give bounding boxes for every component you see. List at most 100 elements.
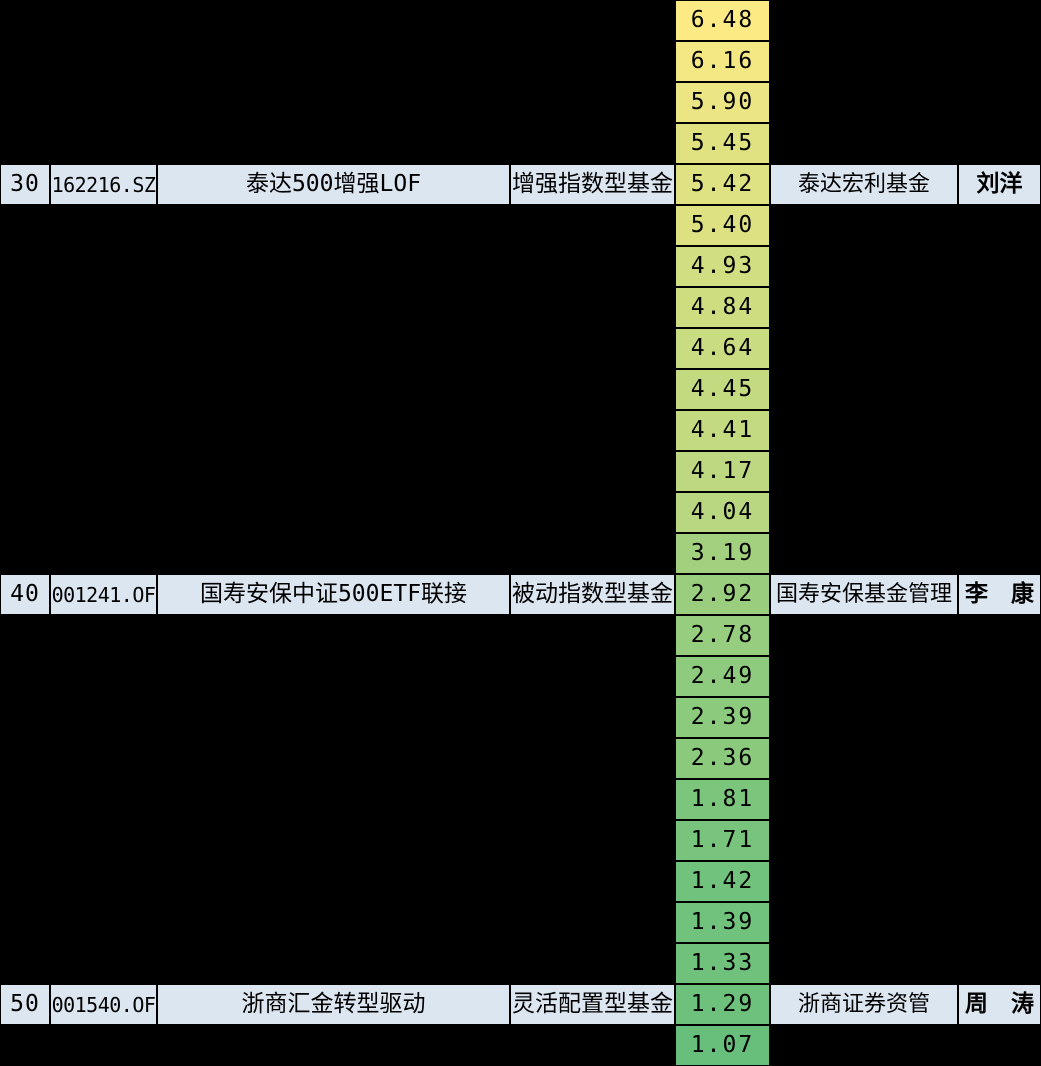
empty-cell bbox=[770, 615, 958, 656]
fund-name-cell[interactable]: 国寿安保中证500ETF联接 bbox=[157, 574, 510, 615]
empty-cell bbox=[0, 0, 50, 41]
empty-cell bbox=[157, 246, 510, 287]
empty-cell bbox=[50, 451, 157, 492]
empty-cell bbox=[770, 41, 958, 82]
value-cell[interactable]: 6.48 bbox=[675, 0, 770, 41]
empty-cell bbox=[157, 902, 510, 943]
fund-company-cell[interactable]: 国寿安保基金管理 bbox=[770, 574, 958, 615]
empty-cell bbox=[770, 656, 958, 697]
empty-cell bbox=[510, 738, 675, 779]
fund-type-cell[interactable]: 增强指数型基金 bbox=[510, 164, 675, 205]
empty-cell bbox=[770, 697, 958, 738]
empty-cell bbox=[50, 615, 157, 656]
value-cell[interactable]: 2.78 bbox=[675, 615, 770, 656]
value-cell[interactable]: 1.81 bbox=[675, 779, 770, 820]
empty-cell bbox=[50, 738, 157, 779]
fund-type-cell[interactable]: 被动指数型基金 bbox=[510, 574, 675, 615]
value-cell[interactable]: 1.39 bbox=[675, 902, 770, 943]
value-cell[interactable]: 4.84 bbox=[675, 287, 770, 328]
empty-cell bbox=[770, 533, 958, 574]
empty-cell bbox=[157, 656, 510, 697]
empty-cell bbox=[770, 779, 958, 820]
value-cell[interactable]: 5.45 bbox=[675, 123, 770, 164]
empty-cell bbox=[770, 123, 958, 164]
value-cell[interactable]: 2.92 bbox=[675, 574, 770, 615]
empty-cell bbox=[157, 287, 510, 328]
fund-code-cell[interactable]: 001540.OF bbox=[50, 984, 157, 1025]
empty-cell bbox=[510, 656, 675, 697]
fund-company-cell[interactable]: 泰达宏利基金 bbox=[770, 164, 958, 205]
empty-cell bbox=[157, 738, 510, 779]
value-cell[interactable]: 1.71 bbox=[675, 820, 770, 861]
value-cell[interactable]: 4.64 bbox=[675, 328, 770, 369]
empty-cell bbox=[157, 779, 510, 820]
empty-cell bbox=[510, 943, 675, 984]
empty-cell bbox=[510, 697, 675, 738]
value-cell[interactable]: 5.90 bbox=[675, 82, 770, 123]
empty-cell bbox=[0, 82, 50, 123]
empty-cell bbox=[958, 779, 1041, 820]
value-cell[interactable]: 5.42 bbox=[675, 164, 770, 205]
value-cell[interactable]: 1.33 bbox=[675, 943, 770, 984]
value-cell[interactable]: 2.49 bbox=[675, 656, 770, 697]
empty-cell bbox=[50, 697, 157, 738]
empty-cell bbox=[770, 943, 958, 984]
empty-cell bbox=[0, 328, 50, 369]
value-cell[interactable]: 6.16 bbox=[675, 41, 770, 82]
fund-code-cell[interactable]: 001241.OF bbox=[50, 574, 157, 615]
empty-cell bbox=[50, 902, 157, 943]
empty-cell bbox=[770, 287, 958, 328]
empty-cell bbox=[770, 328, 958, 369]
value-cell[interactable]: 2.36 bbox=[675, 738, 770, 779]
rank-cell[interactable]: 30 bbox=[0, 164, 50, 205]
empty-cell bbox=[50, 123, 157, 164]
value-cell[interactable]: 5.40 bbox=[675, 205, 770, 246]
empty-cell bbox=[958, 410, 1041, 451]
empty-cell bbox=[0, 943, 50, 984]
empty-cell bbox=[0, 123, 50, 164]
empty-cell bbox=[510, 1025, 675, 1066]
empty-cell bbox=[958, 451, 1041, 492]
empty-cell bbox=[0, 902, 50, 943]
empty-cell bbox=[157, 82, 510, 123]
fund-company-cell[interactable]: 浙商证券资管 bbox=[770, 984, 958, 1025]
empty-cell bbox=[0, 697, 50, 738]
rank-cell[interactable]: 40 bbox=[0, 574, 50, 615]
empty-cell bbox=[510, 287, 675, 328]
fund-type-cell[interactable]: 灵活配置型基金 bbox=[510, 984, 675, 1025]
value-cell[interactable]: 4.93 bbox=[675, 246, 770, 287]
value-cell[interactable]: 1.07 bbox=[675, 1025, 770, 1066]
empty-cell bbox=[958, 287, 1041, 328]
value-cell[interactable]: 2.39 bbox=[675, 697, 770, 738]
value-cell[interactable]: 1.29 bbox=[675, 984, 770, 1025]
empty-cell bbox=[50, 246, 157, 287]
fund-name-cell[interactable]: 浙商汇金转型驱动 bbox=[157, 984, 510, 1025]
value-cell[interactable]: 4.45 bbox=[675, 369, 770, 410]
empty-cell bbox=[50, 861, 157, 902]
rank-cell[interactable]: 50 bbox=[0, 984, 50, 1025]
empty-cell bbox=[510, 82, 675, 123]
empty-cell bbox=[50, 492, 157, 533]
fund-code-cell[interactable]: 162216.SZ bbox=[50, 164, 157, 205]
empty-cell bbox=[770, 205, 958, 246]
empty-cell bbox=[958, 1025, 1041, 1066]
fund-manager-cell[interactable]: 周 涛 bbox=[958, 984, 1041, 1025]
empty-cell bbox=[510, 123, 675, 164]
value-cell[interactable]: 4.04 bbox=[675, 492, 770, 533]
empty-cell bbox=[770, 369, 958, 410]
value-cell[interactable]: 3.19 bbox=[675, 533, 770, 574]
value-cell[interactable]: 4.17 bbox=[675, 451, 770, 492]
fund-manager-cell[interactable]: 李 康 bbox=[958, 574, 1041, 615]
empty-cell bbox=[157, 0, 510, 41]
empty-cell bbox=[958, 492, 1041, 533]
empty-cell bbox=[958, 820, 1041, 861]
empty-cell bbox=[157, 615, 510, 656]
empty-cell bbox=[510, 492, 675, 533]
value-cell[interactable]: 1.42 bbox=[675, 861, 770, 902]
fund-name-cell[interactable]: 泰达500增强LOF bbox=[157, 164, 510, 205]
empty-cell bbox=[510, 779, 675, 820]
value-cell[interactable]: 4.41 bbox=[675, 410, 770, 451]
empty-cell bbox=[50, 943, 157, 984]
fund-manager-cell[interactable]: 刘洋 bbox=[958, 164, 1041, 205]
